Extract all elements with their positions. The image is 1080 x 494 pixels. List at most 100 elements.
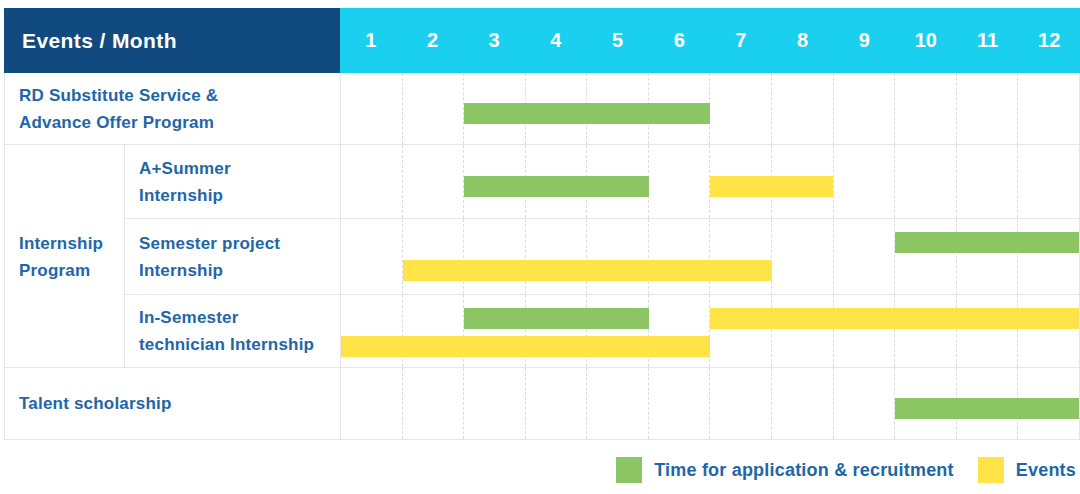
month-grid-cell xyxy=(402,73,464,144)
month-grid-cell xyxy=(341,73,402,144)
month-header-cell: 10 xyxy=(895,8,957,73)
month-grid-cell xyxy=(341,368,402,439)
application-recruitment-bar xyxy=(895,398,1080,419)
table-row: RD Substitute Service &Advance Offer Pro… xyxy=(5,73,1079,145)
table-row: Talent scholarship xyxy=(5,368,1079,440)
month-grid-cell xyxy=(771,73,833,144)
month-grid-cell xyxy=(1017,219,1079,294)
row-label-line: Internship xyxy=(139,257,340,284)
group-label: InternshipProgram xyxy=(5,145,125,368)
month-label: 12 xyxy=(1038,29,1060,52)
month-grid-cell xyxy=(525,368,587,439)
month-grid-cell xyxy=(463,368,525,439)
events-bar xyxy=(710,308,1079,329)
month-header-cell: 7 xyxy=(710,8,772,73)
month-header-cell: 1 xyxy=(340,8,402,73)
row-timeline xyxy=(341,145,1079,219)
events-month-table: Events / Month 123456789101112 RD Substi… xyxy=(4,8,1080,440)
month-grid-cell xyxy=(833,219,895,294)
legend-swatch-green xyxy=(616,457,642,483)
month-header-cell: 2 xyxy=(402,8,464,73)
row-timeline xyxy=(341,368,1079,440)
row-label-line: In-Semester xyxy=(139,304,340,331)
month-header-cell: 8 xyxy=(772,8,834,73)
month-grid-cell xyxy=(771,295,833,367)
month-grid-cell xyxy=(709,73,771,144)
month-header: 123456789101112 xyxy=(340,8,1080,73)
group-label-line: Program xyxy=(19,257,125,284)
month-grid-cell xyxy=(341,219,402,294)
month-label: 8 xyxy=(797,29,808,52)
month-grid-cell xyxy=(1017,145,1079,218)
header-title: Events / Month xyxy=(22,29,177,53)
legend: Time for application & recruitment Events xyxy=(616,457,1076,483)
month-label: 5 xyxy=(612,29,623,52)
row-label: RD Substitute Service &Advance Offer Pro… xyxy=(5,73,341,145)
legend-item-yellow: Events xyxy=(978,457,1076,483)
month-header-cell: 12 xyxy=(1018,8,1080,73)
month-grid-cell xyxy=(586,368,648,439)
row-timeline xyxy=(341,295,1079,368)
table-header: Events / Month 123456789101112 xyxy=(4,8,1080,73)
month-header-cell: 5 xyxy=(587,8,649,73)
table-row: Semester projectInternship xyxy=(5,219,1079,295)
application-recruitment-bar xyxy=(464,176,649,197)
month-grid-cell xyxy=(1017,73,1079,144)
month-header-cell: 4 xyxy=(525,8,587,73)
month-grid-cell xyxy=(586,219,648,294)
row-label-line: Semester project xyxy=(139,230,340,257)
month-label: 10 xyxy=(915,29,937,52)
month-grid-cell xyxy=(833,368,895,439)
month-grid-cell xyxy=(341,145,402,218)
month-grid-cell xyxy=(833,145,895,218)
month-grid-cell xyxy=(648,219,710,294)
events-bar xyxy=(710,176,833,197)
row-label-line: Talent scholarship xyxy=(19,390,340,417)
month-header-cell: 3 xyxy=(463,8,525,73)
row-label: Talent scholarship xyxy=(5,368,341,440)
month-grid-cell xyxy=(648,368,710,439)
month-grid-cell xyxy=(956,295,1018,367)
row-label-line: Internship xyxy=(139,182,340,209)
month-label: 9 xyxy=(859,29,870,52)
month-grid-cell xyxy=(894,219,956,294)
application-recruitment-bar xyxy=(464,103,710,124)
month-grid-cell xyxy=(894,145,956,218)
header-title-cell: Events / Month xyxy=(4,8,340,73)
month-label: 4 xyxy=(550,29,561,52)
month-grid-cell xyxy=(709,295,771,367)
row-label-line: Advance Offer Program xyxy=(19,109,340,136)
month-grid-cell xyxy=(894,295,956,367)
month-header-cell: 6 xyxy=(648,8,710,73)
month-grid-cell xyxy=(833,295,895,367)
month-grid-cell xyxy=(709,219,771,294)
row-label-line: RD Substitute Service & xyxy=(19,82,340,109)
legend-label: Time for application & recruitment xyxy=(654,460,954,481)
group-label-line: Internship xyxy=(19,230,125,257)
month-grid-cell xyxy=(771,368,833,439)
month-grid-cell xyxy=(402,219,464,294)
row-timeline xyxy=(341,219,1079,295)
month-label: 2 xyxy=(427,29,438,52)
month-grid-cell xyxy=(463,219,525,294)
month-label: 6 xyxy=(674,29,685,52)
month-header-cell: 9 xyxy=(833,8,895,73)
application-recruitment-bar xyxy=(895,232,1080,253)
month-grid-cell xyxy=(648,145,710,218)
row-label: In-Semestertechnician Internship xyxy=(125,295,341,368)
row-label-line: technician Internship xyxy=(139,331,340,358)
month-grid-cell xyxy=(525,219,587,294)
month-label: 11 xyxy=(977,29,998,52)
gantt-schedule: Events / Month 123456789101112 RD Substi… xyxy=(0,0,1080,494)
legend-item-green: Time for application & recruitment xyxy=(616,457,954,483)
month-grid-cell xyxy=(771,219,833,294)
month-label: 1 xyxy=(365,29,376,52)
month-label: 3 xyxy=(489,29,500,52)
table-body: RD Substitute Service &Advance Offer Pro… xyxy=(4,73,1080,440)
row-timeline xyxy=(341,73,1079,145)
table-row: In-Semestertechnician Internship xyxy=(5,295,1079,368)
application-recruitment-bar xyxy=(464,308,649,329)
legend-label: Events xyxy=(1016,460,1076,481)
row-label: Semester projectInternship xyxy=(125,219,341,295)
events-bar xyxy=(403,260,772,281)
